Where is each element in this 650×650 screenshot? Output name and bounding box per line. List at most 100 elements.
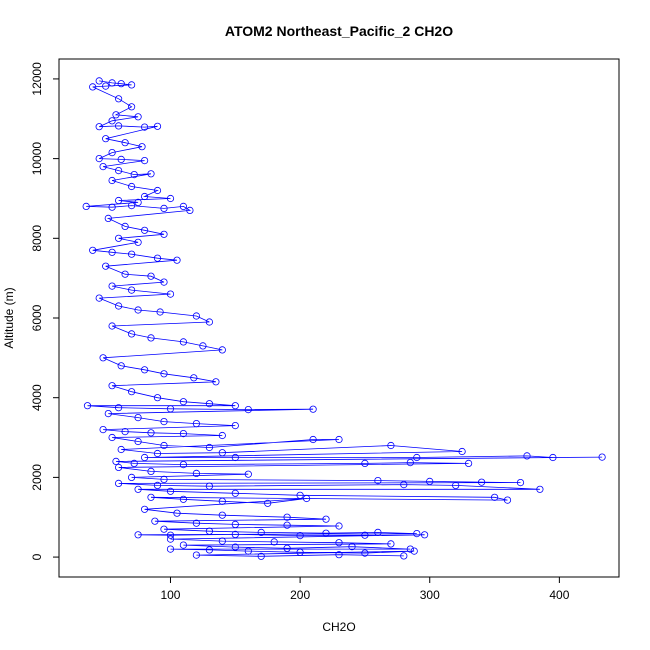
- data-point: [83, 402, 92, 410]
- y-tick-label: 2000: [30, 464, 44, 491]
- data-point: [112, 111, 120, 119]
- data-point: [400, 552, 408, 560]
- data-point: [121, 222, 129, 230]
- data-point: [179, 429, 187, 438]
- data-point: [82, 202, 90, 210]
- data-point: [205, 443, 213, 452]
- data-point: [464, 459, 473, 467]
- data-point: [387, 441, 395, 450]
- data-point: [115, 404, 123, 412]
- data-point: [128, 182, 136, 191]
- data-point: [141, 123, 149, 131]
- data-point: [160, 230, 168, 238]
- data-point: [117, 362, 125, 370]
- data-point: [134, 413, 142, 422]
- data-point: [108, 433, 116, 442]
- data-point: [108, 79, 116, 87]
- data-point: [141, 192, 149, 201]
- data-point: [179, 338, 187, 346]
- data-point: [108, 382, 116, 390]
- data-point: [160, 475, 168, 483]
- data-point: [141, 226, 149, 234]
- data-point: [490, 493, 499, 501]
- data-point: [192, 419, 200, 428]
- data-point: [160, 417, 168, 426]
- data-point: [283, 521, 291, 529]
- data-point: [115, 479, 123, 487]
- y-tick-label: 8000: [30, 225, 44, 252]
- data-point: [130, 171, 138, 179]
- data-point: [218, 511, 226, 519]
- data-point: [503, 496, 512, 504]
- data-point: [361, 531, 369, 539]
- y-axis-label: Altitude (m): [2, 287, 16, 348]
- data-point: [134, 113, 142, 121]
- data-point: [179, 541, 187, 549]
- data-point: [257, 528, 265, 537]
- data-point: [264, 499, 272, 507]
- data-point: [458, 447, 466, 456]
- data-point: [141, 505, 149, 513]
- data-point: [406, 458, 414, 467]
- data-point: [361, 459, 369, 467]
- data-point: [231, 543, 239, 551]
- data-point: [128, 81, 136, 89]
- data-point: [134, 198, 142, 206]
- data-point: [108, 322, 116, 330]
- data-point: [348, 543, 356, 551]
- data-point: [108, 248, 116, 256]
- data-point: [128, 250, 136, 258]
- data-point: [283, 513, 291, 521]
- data-point: [117, 445, 125, 454]
- data-point: [141, 157, 149, 165]
- data-point: [173, 509, 181, 517]
- data-point: [244, 470, 252, 478]
- data-point: [166, 405, 175, 413]
- data-point: [128, 473, 136, 481]
- data-point: [231, 520, 239, 529]
- data-point: [231, 489, 239, 497]
- data-point: [387, 540, 395, 548]
- data-point: [218, 346, 226, 354]
- data-point: [335, 551, 343, 559]
- data-point: [138, 143, 146, 151]
- data-point: [322, 529, 330, 537]
- data-point: [244, 405, 252, 414]
- data-point: [134, 485, 142, 493]
- data-point: [413, 529, 421, 538]
- data-point: [199, 342, 207, 350]
- data-point: [89, 246, 97, 254]
- data-point: [99, 163, 107, 171]
- data-point: [322, 515, 330, 523]
- data-point: [108, 117, 116, 125]
- data-point: [452, 481, 460, 489]
- data-point: [102, 262, 110, 270]
- data-point: [104, 409, 112, 418]
- data-point: [141, 453, 149, 462]
- data-point: [231, 530, 239, 539]
- data-point: [134, 531, 142, 539]
- data-point: [147, 467, 155, 475]
- data-point: [179, 202, 187, 210]
- data-point: [192, 469, 200, 477]
- data-point: [166, 487, 175, 495]
- data-point: [95, 155, 103, 163]
- data-point: [218, 449, 226, 457]
- data-point: [128, 286, 136, 294]
- data-point: [374, 528, 382, 537]
- y-tick-label: 4000: [30, 384, 44, 411]
- data-point: [160, 370, 168, 378]
- data-point: [128, 388, 136, 396]
- data-point: [536, 485, 544, 493]
- series-line: [86, 80, 603, 557]
- data-point: [335, 522, 343, 530]
- x-axis-label: CH2O: [322, 620, 355, 634]
- data-point: [141, 366, 149, 374]
- data-point: [296, 531, 304, 540]
- data-point: [153, 122, 162, 130]
- data-point: [147, 429, 155, 437]
- data-point: [218, 497, 226, 505]
- data-point: [134, 238, 142, 246]
